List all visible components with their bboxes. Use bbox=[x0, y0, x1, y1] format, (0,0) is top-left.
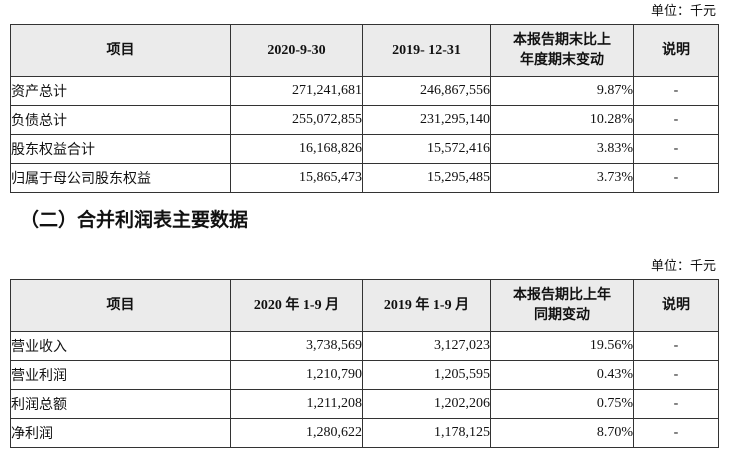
table-row: 营业利润 1,210,790 1,205,595 0.43% - bbox=[10, 360, 719, 390]
value-current: 1,280,622 bbox=[230, 418, 363, 448]
value-current: 3,738,569 bbox=[230, 331, 363, 361]
value-prior: 1,202,206 bbox=[362, 389, 491, 419]
table-row: 营业收入 3,738,569 3,127,023 19.56% - bbox=[10, 331, 719, 361]
col-header-note: 说明 bbox=[633, 24, 719, 77]
note-cell: - bbox=[633, 418, 719, 448]
col-header-prior-period: 2019 年 1-9 月 bbox=[362, 279, 491, 332]
row-label: 净利润 bbox=[10, 418, 231, 448]
value-prior: 231,295,140 bbox=[362, 105, 491, 135]
value-change: 0.75% bbox=[490, 389, 634, 419]
value-change: 8.70% bbox=[490, 418, 634, 448]
value-change: 3.83% bbox=[490, 134, 634, 164]
value-change: 3.73% bbox=[490, 163, 634, 193]
balance-header-row: 项目 2020-9-30 2019- 12-31 本报告期末比上 年度期末变动 … bbox=[10, 24, 719, 77]
row-label: 营业利润 bbox=[10, 360, 231, 390]
value-current: 255,072,855 bbox=[230, 105, 363, 135]
row-label: 负债总计 bbox=[10, 105, 231, 135]
note-cell: - bbox=[633, 163, 719, 193]
table-row: 资产总计 271,241,681 246,867,556 9.87% - bbox=[10, 76, 719, 106]
income-statement-table: 项目 2020 年 1-9 月 2019 年 1-9 月 本报告期比上年 同期变… bbox=[10, 279, 719, 448]
value-change: 19.56% bbox=[490, 331, 634, 361]
row-label: 股东权益合计 bbox=[10, 134, 231, 164]
col-header-change: 本报告期比上年 同期变动 bbox=[490, 279, 634, 332]
unit-label-balance: 单位：千元 bbox=[650, 3, 716, 18]
col-header-current-period: 2020 年 1-9 月 bbox=[230, 279, 363, 332]
table-row: 净利润 1,280,622 1,178,125 8.70% - bbox=[10, 418, 719, 448]
note-cell: - bbox=[633, 134, 719, 164]
balance-sheet-table: 项目 2020-9-30 2019- 12-31 本报告期末比上 年度期末变动 … bbox=[10, 24, 719, 193]
col-header-note: 说明 bbox=[633, 279, 719, 332]
note-cell: - bbox=[633, 360, 719, 390]
table-row: 利润总额 1,211,208 1,202,206 0.75% - bbox=[10, 389, 719, 419]
col-header-item: 项目 bbox=[10, 279, 231, 332]
value-change: 10.28% bbox=[490, 105, 634, 135]
row-label: 营业收入 bbox=[10, 331, 231, 361]
note-cell: - bbox=[633, 76, 719, 106]
section-heading: （二）合并利润表主要数据 bbox=[20, 210, 249, 231]
row-label: 利润总额 bbox=[10, 389, 231, 419]
row-label: 归属于母公司股东权益 bbox=[10, 163, 231, 193]
value-change: 9.87% bbox=[490, 76, 634, 106]
value-current: 16,168,826 bbox=[230, 134, 363, 164]
col-header-item: 项目 bbox=[10, 24, 231, 77]
table-row: 股东权益合计 16,168,826 15,572,416 3.83% - bbox=[10, 134, 719, 164]
note-cell: - bbox=[633, 105, 719, 135]
col-header-change: 本报告期末比上 年度期末变动 bbox=[490, 24, 634, 77]
value-current: 1,211,208 bbox=[230, 389, 363, 419]
note-cell: - bbox=[633, 331, 719, 361]
value-prior: 15,295,485 bbox=[362, 163, 491, 193]
col-header-prior-period: 2019- 12-31 bbox=[362, 24, 491, 77]
value-prior: 3,127,023 bbox=[362, 331, 491, 361]
row-label: 资产总计 bbox=[10, 76, 231, 106]
table-row: 负债总计 255,072,855 231,295,140 10.28% - bbox=[10, 105, 719, 135]
income-header-row: 项目 2020 年 1-9 月 2019 年 1-9 月 本报告期比上年 同期变… bbox=[10, 279, 719, 332]
value-prior: 15,572,416 bbox=[362, 134, 491, 164]
value-prior: 1,178,125 bbox=[362, 418, 491, 448]
value-current: 15,865,473 bbox=[230, 163, 363, 193]
value-prior: 246,867,556 bbox=[362, 76, 491, 106]
value-current: 271,241,681 bbox=[230, 76, 363, 106]
table-row: 归属于母公司股东权益 15,865,473 15,295,485 3.73% - bbox=[10, 163, 719, 193]
value-current: 1,210,790 bbox=[230, 360, 363, 390]
note-cell: - bbox=[633, 389, 719, 419]
unit-label-income: 单位：千元 bbox=[650, 258, 716, 273]
col-header-current-period: 2020-9-30 bbox=[230, 24, 363, 77]
value-change: 0.43% bbox=[490, 360, 634, 390]
value-prior: 1,205,595 bbox=[362, 360, 491, 390]
